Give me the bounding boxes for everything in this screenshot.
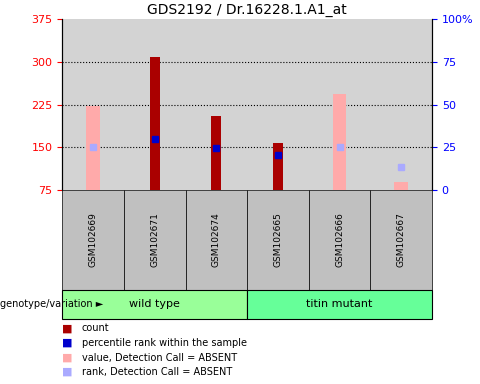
Bar	[395, 182, 408, 190]
Bar	[86, 106, 100, 190]
Text: rank, Detection Call = ABSENT: rank, Detection Call = ABSENT	[82, 367, 232, 377]
Title: GDS2192 / Dr.16228.1.A1_at: GDS2192 / Dr.16228.1.A1_at	[147, 3, 347, 17]
Text: GSM102671: GSM102671	[150, 213, 159, 267]
Text: ■: ■	[62, 353, 73, 362]
Bar	[212, 116, 221, 190]
Text: titin mutant: titin mutant	[306, 299, 373, 310]
Text: ■: ■	[62, 323, 73, 333]
Bar	[150, 57, 160, 190]
Bar	[333, 94, 347, 190]
Text: ■: ■	[62, 367, 73, 377]
Text: GSM102674: GSM102674	[212, 213, 221, 267]
Bar	[273, 143, 283, 190]
Text: percentile rank within the sample: percentile rank within the sample	[82, 338, 247, 348]
Text: value, Detection Call = ABSENT: value, Detection Call = ABSENT	[82, 353, 237, 362]
Text: genotype/variation ►: genotype/variation ►	[0, 299, 103, 310]
Text: count: count	[82, 323, 109, 333]
Text: GSM102666: GSM102666	[335, 213, 344, 267]
Text: GSM102669: GSM102669	[89, 213, 98, 267]
Text: ■: ■	[62, 338, 73, 348]
Text: GSM102665: GSM102665	[274, 213, 283, 267]
Text: GSM102667: GSM102667	[396, 213, 406, 267]
Text: wild type: wild type	[130, 299, 180, 310]
